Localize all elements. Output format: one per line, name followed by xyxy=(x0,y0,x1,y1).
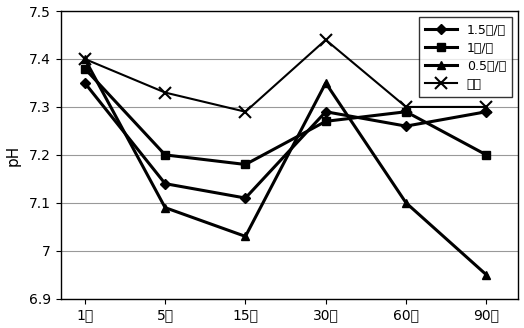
1吨/亩 xyxy=(242,162,248,166)
1吨/亩 xyxy=(82,67,88,71)
1.5吨/亩 xyxy=(483,110,489,114)
Line: 1.5吨/亩: 1.5吨/亩 xyxy=(81,79,490,201)
空白 xyxy=(162,91,168,94)
0.5吨/亩 xyxy=(242,235,248,238)
0.5吨/亩 xyxy=(162,206,168,210)
空白 xyxy=(323,38,329,42)
Y-axis label: pH: pH xyxy=(6,144,20,166)
0.5吨/亩 xyxy=(403,201,409,205)
1.5吨/亩 xyxy=(403,124,409,128)
空白 xyxy=(82,57,88,61)
空白 xyxy=(242,110,248,114)
0.5吨/亩 xyxy=(323,81,329,85)
1吨/亩 xyxy=(483,153,489,157)
1吨/亩 xyxy=(162,153,168,157)
空白 xyxy=(403,105,409,109)
1.5吨/亩 xyxy=(323,110,329,114)
0.5吨/亩 xyxy=(483,273,489,277)
Legend: 1.5吨/亩, 1吨/亩, 0.5吨/亩, 空白: 1.5吨/亩, 1吨/亩, 0.5吨/亩, 空白 xyxy=(419,17,512,97)
Line: 1吨/亩: 1吨/亩 xyxy=(81,64,490,169)
Line: 空白: 空白 xyxy=(79,34,492,117)
空白 xyxy=(483,105,489,109)
1.5吨/亩 xyxy=(82,81,88,85)
1.5吨/亩 xyxy=(242,196,248,200)
0.5吨/亩 xyxy=(82,57,88,61)
1.5吨/亩 xyxy=(162,182,168,186)
Line: 0.5吨/亩: 0.5吨/亩 xyxy=(81,55,490,279)
1吨/亩 xyxy=(323,119,329,123)
1吨/亩 xyxy=(403,110,409,114)
